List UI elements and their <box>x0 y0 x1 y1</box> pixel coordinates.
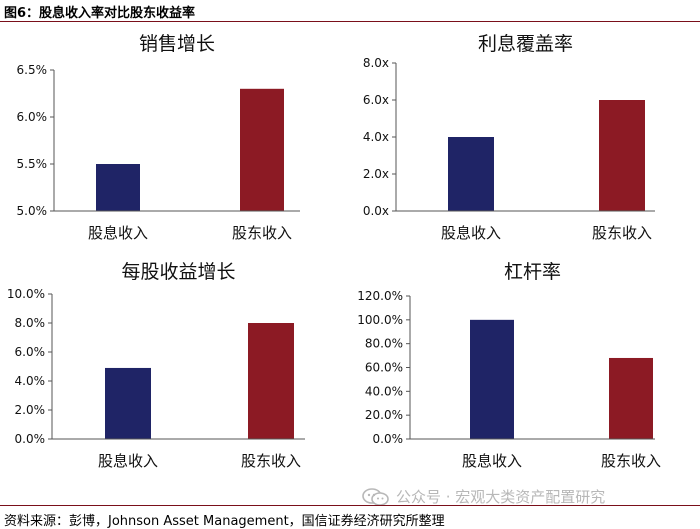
figure-header: 图6：股息收入率对比股东收益率 <box>0 0 700 22</box>
y-tick-label: 5.0% <box>17 204 48 218</box>
x-category-label: 股息收入 <box>462 452 522 470</box>
chart-title: 利息覆盖率 <box>478 33 573 55</box>
chart-svg: 杠杆率 0.0% 20.0% 40.0% 60.0% 80.0% 100.0% 120.0% 股… <box>357 261 661 470</box>
y-tick-label: 4.0% <box>15 374 46 388</box>
y-tick-label: 0.0% <box>373 432 404 446</box>
wechat-icon <box>362 487 389 506</box>
y-tick-label: 6.0% <box>15 345 46 359</box>
y-tick-label: 6.0% <box>17 110 48 124</box>
figure-title: 图6：股息收入率对比股东收益率 <box>4 6 196 21</box>
bar-shareholder-yield <box>240 88 284 211</box>
x-category-label: 股东收入 <box>241 452 301 470</box>
y-tick-label: 6.0x <box>363 93 389 107</box>
chart-title: 每股收益增长 <box>121 261 235 283</box>
y-tick-label: 100.0% <box>357 313 403 327</box>
footer-rule <box>0 505 700 506</box>
bar-shareholder-yield <box>599 100 645 211</box>
figure-footer: 资料来源：彭博，Johnson Asset Management，国信证券经济研… <box>0 505 700 529</box>
header-rule <box>0 21 700 22</box>
y-tick-label: 4.0x <box>363 130 389 144</box>
y-tick-label: 6.5% <box>17 63 48 77</box>
y-tick-label: 120.0% <box>357 289 403 303</box>
x-category-label: 股东收入 <box>592 224 652 242</box>
watermark: 公众号 · 宏观大类资产配置研究 <box>362 486 605 507</box>
x-category-label: 股息收入 <box>98 452 158 470</box>
chart-title: 杠杆率 <box>504 261 561 283</box>
chart-title: 销售增长 <box>139 33 215 55</box>
y-tick-label: 0.0% <box>15 432 46 446</box>
bar-dividend-income <box>448 137 494 211</box>
watermark-text: 公众号 · 宏观大类资产配置研究 <box>396 488 606 506</box>
bar-shareholder-yield <box>248 323 294 439</box>
chart-panel-leverage: 杠杆率 0.0% 20.0% 40.0% 60.0% 80.0% 100.0% 120.0% 股… <box>350 258 700 486</box>
y-tick-label: 80.0% <box>365 337 403 351</box>
bar-dividend-income <box>96 164 140 211</box>
chart-svg: 销售增长 5.0% 5.5% 6.0% 6.5% 股息收入 股东收入 <box>17 33 300 242</box>
x-category-label: 股息收入 <box>88 224 148 242</box>
y-tick-label: 2.0% <box>15 403 46 417</box>
chart-svg: 每股收益增长 0.0% 2.0% 4.0% 6.0% 8.0% 10.0% 股息收入 股东收入 <box>7 261 305 470</box>
y-tick-label: 10.0% <box>7 287 45 301</box>
y-tick-label: 2.0x <box>363 167 389 181</box>
bar-shareholder-yield <box>609 357 653 439</box>
x-category-label: 股东收入 <box>232 224 292 242</box>
source-note: 资料来源：彭博，Johnson Asset Management，国信证券经济研… <box>4 514 445 529</box>
x-category-label: 股息收入 <box>441 224 501 242</box>
chart-panel-sales-growth: 销售增长 5.0% 5.5% 6.0% 6.5% 股息收入 股东收入 <box>0 22 350 258</box>
y-tick-label: 60.0% <box>365 361 403 375</box>
y-tick-label: 8.0x <box>363 56 389 70</box>
chart-panel-eps-growth: 每股收益增长 0.0% 2.0% 4.0% 6.0% 8.0% 10.0% 股息收入 股东收入 <box>0 258 350 486</box>
y-tick-label: 20.0% <box>365 408 403 422</box>
bar-dividend-income <box>470 319 514 439</box>
chart-panel-interest-coverage: 利息覆盖率 0.0x 2.0x 4.0x 6.0x 8.0x 股息收入 股东收入 <box>350 22 700 258</box>
y-tick-label: 0.0x <box>363 204 389 218</box>
y-tick-label: 8.0% <box>15 316 46 330</box>
bar-dividend-income <box>105 367 151 439</box>
y-tick-label: 5.5% <box>17 157 48 171</box>
chart-svg: 利息覆盖率 0.0x 2.0x 4.0x 6.0x 8.0x 股息收入 股东收入 <box>363 33 655 242</box>
x-category-label: 股东收入 <box>601 452 661 470</box>
y-tick-label: 40.0% <box>365 384 403 398</box>
